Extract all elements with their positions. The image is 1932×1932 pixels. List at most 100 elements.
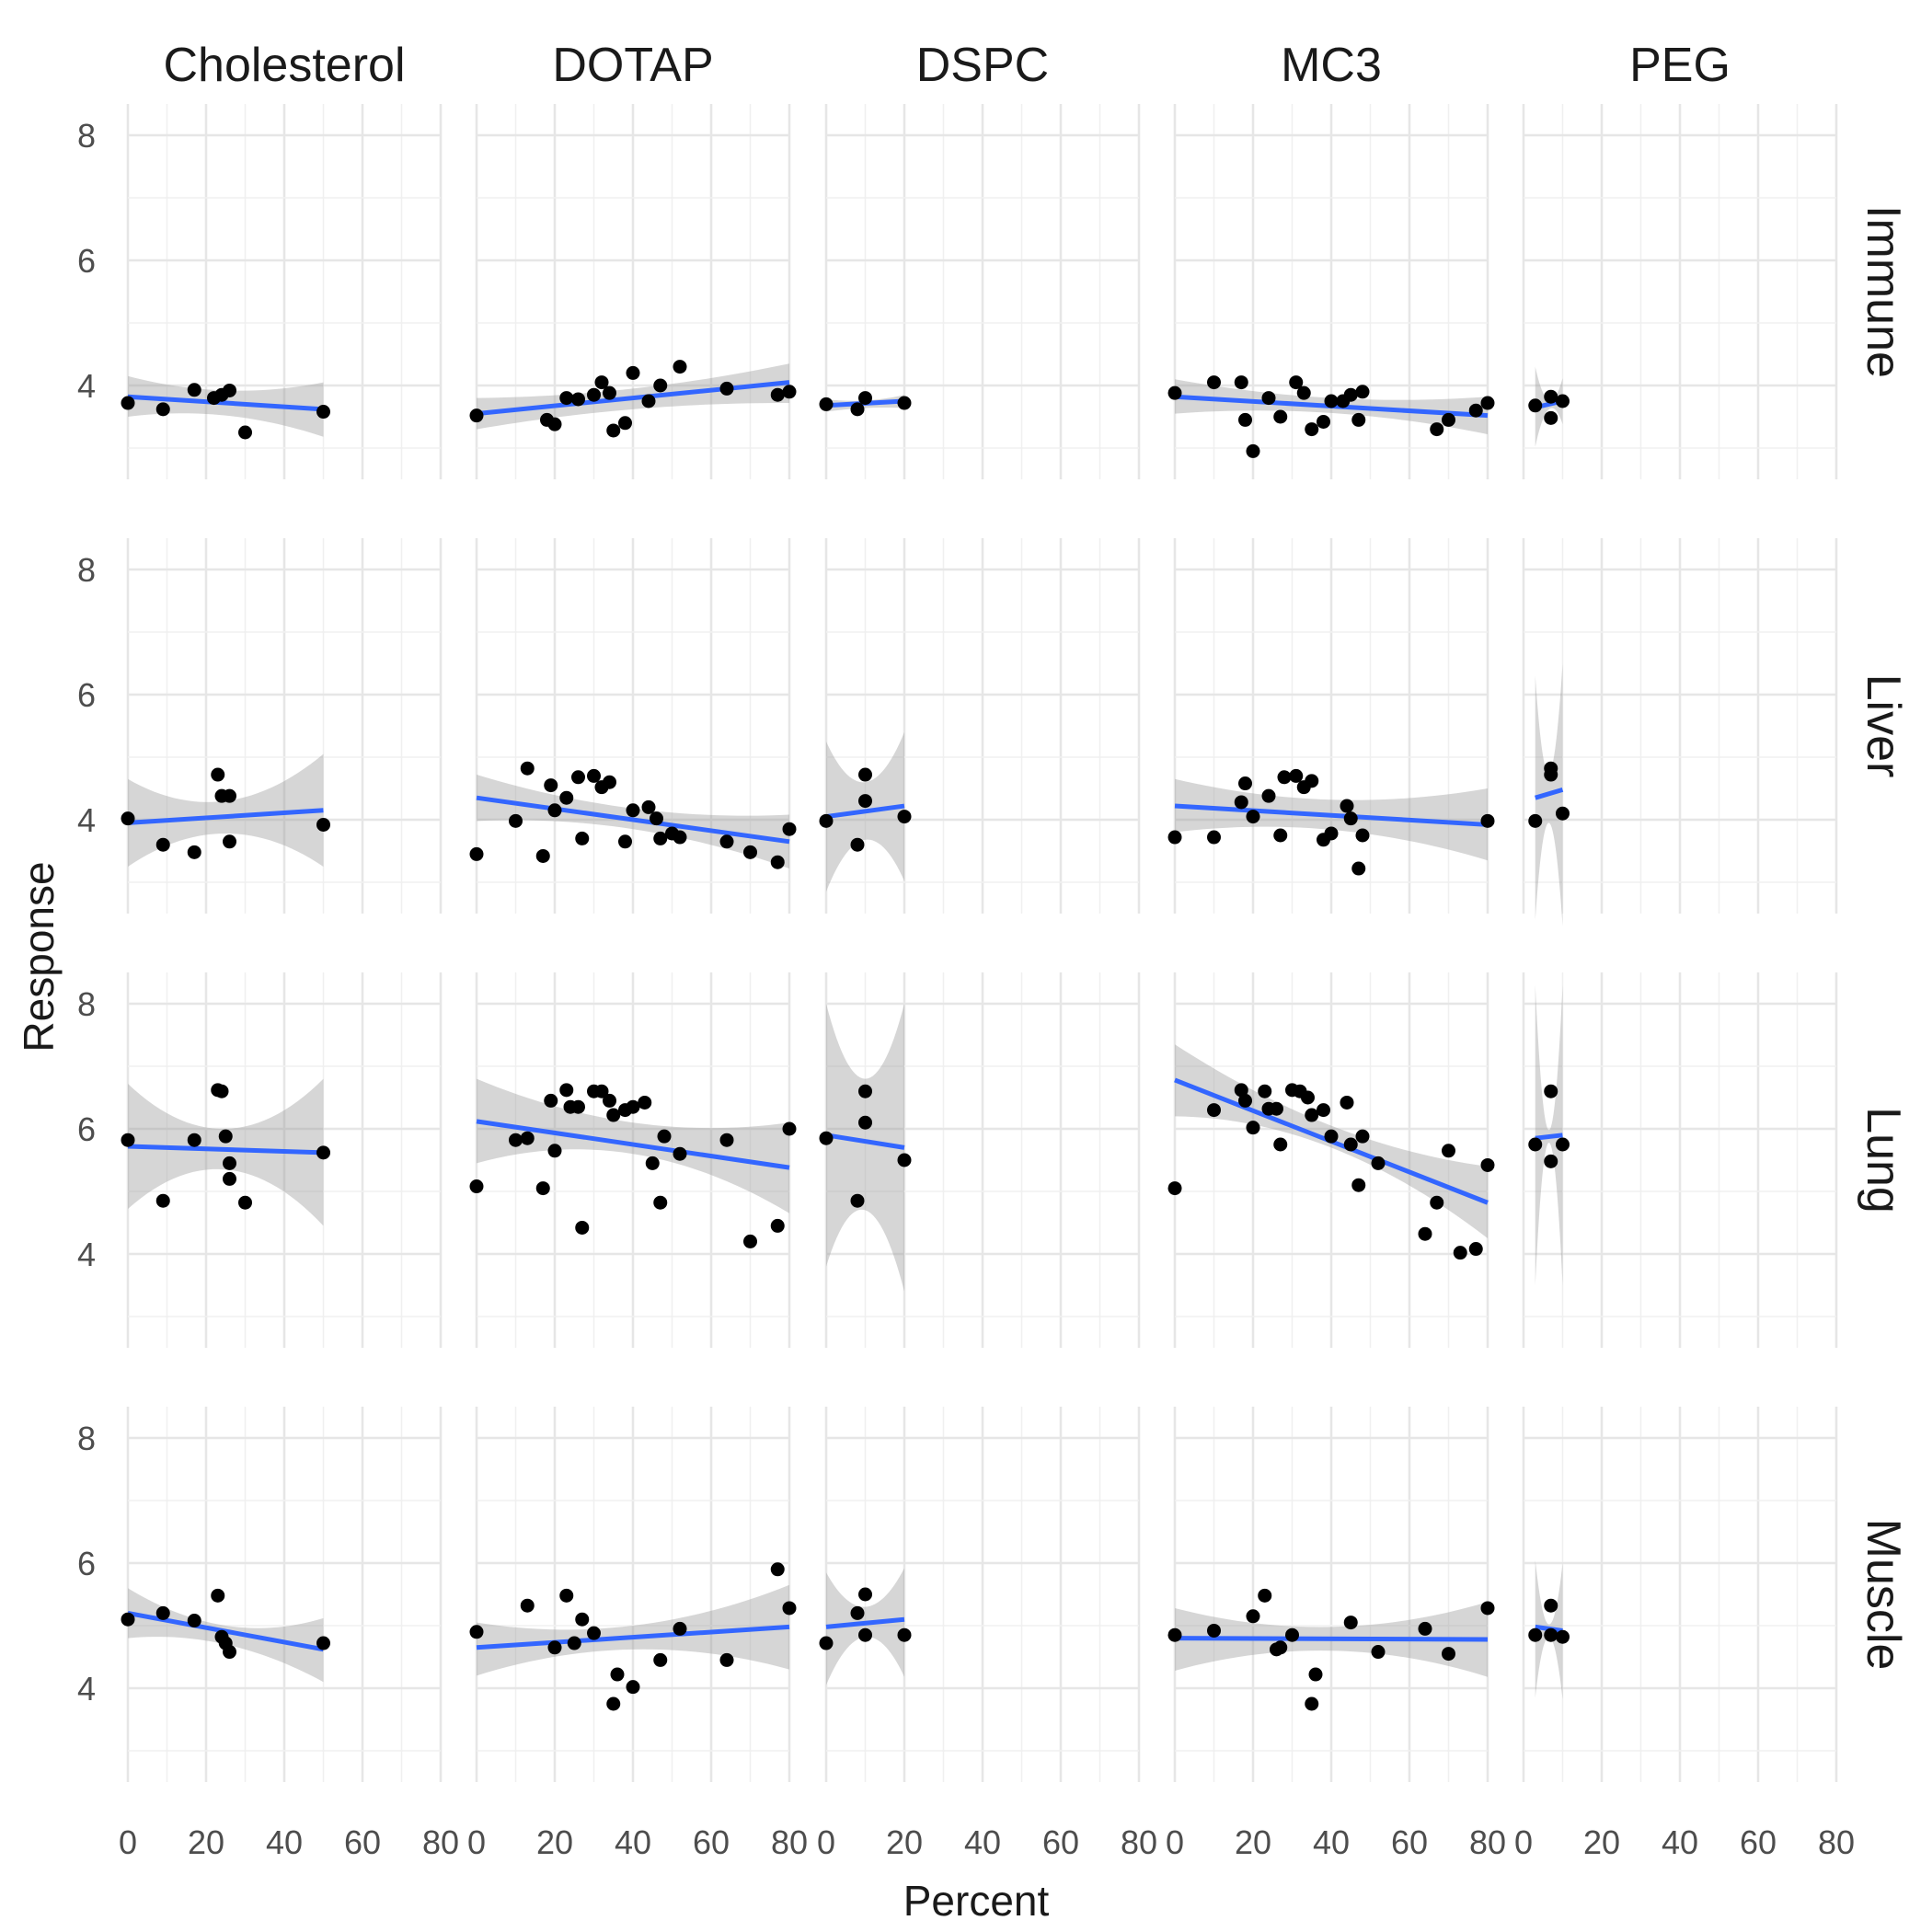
data-point-liver-cholesterol <box>155 837 170 852</box>
data-point-lung-cholesterol <box>223 1171 236 1186</box>
data-point-immune-cholesterol <box>316 405 330 420</box>
data-point-muscle-cholesterol <box>121 1612 135 1627</box>
data-point-lung-dotap <box>770 1218 785 1233</box>
data-point-immune-mc3 <box>1317 414 1330 429</box>
data-point-liver-mc3 <box>1305 774 1319 788</box>
confidence-band-immune-peg <box>1535 366 1563 447</box>
x-tick-label: 0 <box>1514 1823 1533 1861</box>
data-point-immune-dspc <box>858 391 872 406</box>
data-point-liver-mc3 <box>1289 768 1304 783</box>
data-point-liver-mc3 <box>1480 813 1495 828</box>
y-tick-label: 6 <box>77 1545 96 1582</box>
x-tick-label: 80 <box>1818 1823 1855 1861</box>
data-point-immune-mc3 <box>1324 394 1339 408</box>
data-point-immune-peg <box>1544 410 1558 425</box>
data-point-muscle-cholesterol <box>211 1588 225 1603</box>
data-point-muscle-dotap <box>567 1636 581 1650</box>
data-point-lung-dotap <box>657 1129 672 1144</box>
data-point-immune-dotap <box>673 360 687 374</box>
data-point-lung-mc3 <box>1270 1101 1283 1116</box>
data-point-liver-dotap <box>544 778 558 793</box>
data-point-lung-dotap <box>743 1234 757 1248</box>
data-point-immune-peg <box>1528 398 1543 413</box>
facet-column-label: DSPC <box>916 39 1049 92</box>
y-tick-label: 8 <box>77 117 96 155</box>
data-point-liver-dotap <box>653 831 668 845</box>
data-point-liver-cholesterol <box>187 845 201 859</box>
data-point-lung-mc3 <box>1207 1103 1221 1118</box>
data-point-muscle-mc3 <box>1371 1645 1386 1660</box>
data-point-lung-mc3 <box>1480 1157 1495 1172</box>
data-point-immune-cholesterol <box>223 383 236 397</box>
panel-grid <box>1173 1407 1489 1782</box>
panel-grid <box>475 1407 791 1782</box>
panel-grid <box>1522 104 1838 479</box>
data-point-lung-mc3 <box>1343 1137 1358 1152</box>
data-point-lung-mc3 <box>1273 1137 1288 1152</box>
data-point-immune-dspc <box>850 402 865 417</box>
data-point-muscle-peg <box>1544 1627 1558 1642</box>
data-point-immune-mc3 <box>1351 412 1366 427</box>
data-point-lung-mc3 <box>1371 1156 1386 1170</box>
data-point-lung-cholesterol <box>155 1193 170 1208</box>
data-point-lung-dotap <box>575 1220 590 1235</box>
grid-layer <box>126 104 1838 1782</box>
data-point-muscle-dotap <box>610 1667 625 1682</box>
data-point-muscle-dotap <box>520 1598 535 1613</box>
data-point-liver-dotap <box>650 811 663 826</box>
x-tick-label: 60 <box>1740 1823 1777 1861</box>
data-point-liver-mc3 <box>1277 770 1292 785</box>
data-point-lung-peg <box>1556 1137 1570 1152</box>
x-tick-label: 20 <box>1235 1823 1271 1861</box>
data-point-immune-dotap <box>782 385 797 399</box>
x-tick-label: 40 <box>1662 1823 1698 1861</box>
data-point-liver-dotap <box>770 855 785 869</box>
data-point-lung-dotap <box>645 1156 660 1170</box>
data-point-muscle-cholesterol <box>223 1645 236 1660</box>
data-point-immune-cholesterol <box>238 425 252 440</box>
fit-line-liver-mc3 <box>1174 803 1489 827</box>
data-point-muscle-mc3 <box>1207 1623 1221 1638</box>
x-tick-label: 80 <box>771 1823 808 1861</box>
fit-line-liver-cholesterol <box>127 808 324 825</box>
data-point-lung-mc3 <box>1468 1242 1483 1257</box>
data-point-liver-dotap <box>587 768 601 783</box>
data-point-lung-dspc <box>819 1131 834 1145</box>
facet-column-label: PEG <box>1629 39 1731 92</box>
data-point-muscle-dspc <box>819 1636 834 1650</box>
y-tick-label: 4 <box>77 1236 96 1273</box>
data-point-lung-dotap <box>547 1144 562 1158</box>
data-point-lung-dspc <box>897 1153 912 1167</box>
confidence-band-muscle-dspc <box>826 1568 904 1685</box>
data-point-muscle-dotap <box>653 1652 668 1667</box>
x-tick-label: 60 <box>1391 1823 1428 1861</box>
x-tick-label: 80 <box>422 1823 459 1861</box>
confidence-band-lung-cholesterol <box>128 1078 324 1226</box>
y-tick-label: 6 <box>77 242 96 280</box>
data-point-muscle-dotap <box>782 1601 797 1616</box>
data-point-muscle-dotap <box>575 1612 590 1627</box>
fit-line-liver-dotap <box>476 795 790 845</box>
data-point-lung-dotap <box>626 1099 640 1114</box>
data-point-immune-mc3 <box>1468 403 1483 418</box>
panel-grid <box>126 538 443 914</box>
data-point-lung-cholesterol <box>316 1145 330 1160</box>
data-point-muscle-dotap <box>547 1640 562 1655</box>
data-point-immune-dotap <box>653 378 668 393</box>
x-tick-label: 20 <box>536 1823 573 1861</box>
point-layer <box>121 360 1570 1711</box>
data-point-immune-mc3 <box>1207 375 1221 390</box>
data-point-lung-dotap <box>653 1195 668 1210</box>
data-point-immune-dotap <box>641 394 656 408</box>
data-point-lung-peg <box>1528 1137 1543 1152</box>
confidence-band-layer <box>128 363 1563 1700</box>
x-tick-label: 40 <box>1313 1823 1350 1861</box>
data-point-immune-mc3 <box>1480 396 1495 410</box>
y-tick-label: 4 <box>77 367 96 405</box>
data-point-muscle-mc3 <box>1167 1627 1182 1642</box>
x-tick-label: 0 <box>467 1823 486 1861</box>
data-point-liver-dspc <box>850 837 865 852</box>
data-point-muscle-peg <box>1556 1629 1570 1644</box>
data-point-immune-dotap <box>594 375 609 390</box>
data-point-liver-mc3 <box>1261 788 1276 803</box>
